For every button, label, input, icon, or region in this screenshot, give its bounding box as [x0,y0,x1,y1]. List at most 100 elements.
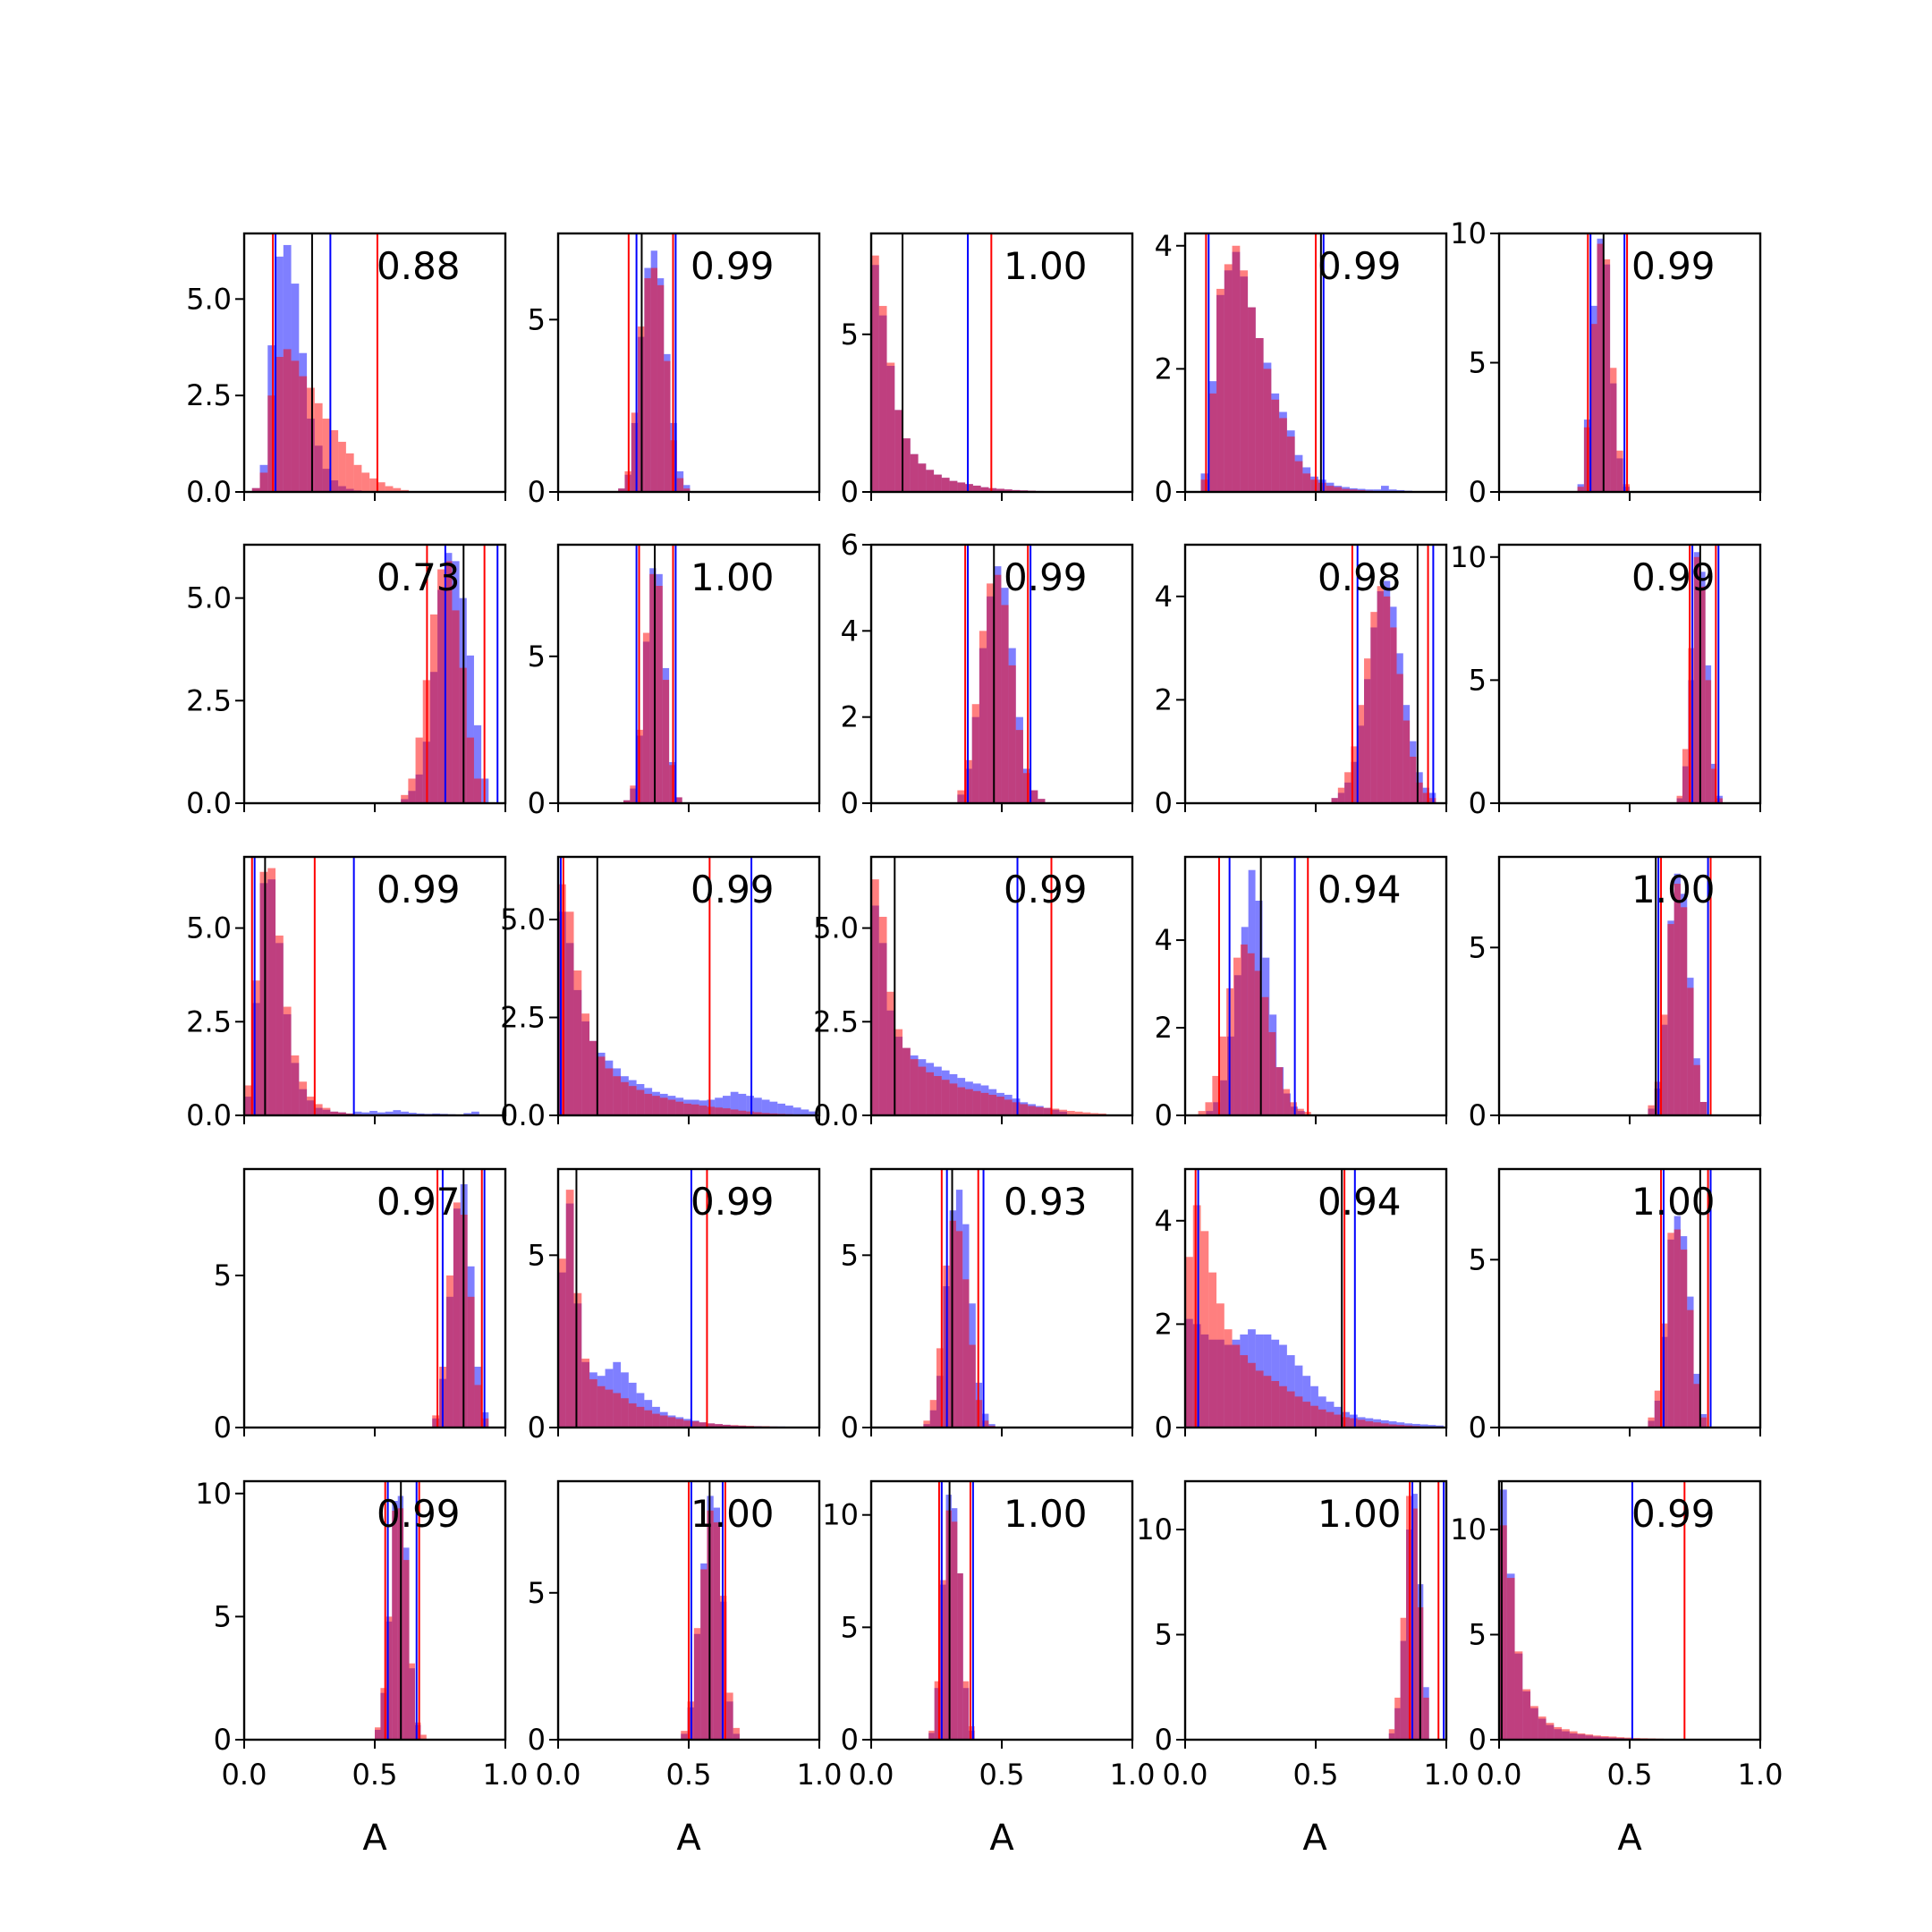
red-histogram-bar [664,360,671,492]
red-histogram-bar [886,362,895,492]
red-histogram-bar [1261,996,1269,1115]
red-histogram-bar [1349,489,1358,492]
red-histogram-bar [940,1580,946,1740]
red-histogram-bar [962,1681,970,1740]
red-histogram-bar [934,474,942,492]
red-histogram-bar [746,1111,754,1115]
red-histogram-bar [886,991,895,1115]
red-histogram-bar [1577,487,1584,492]
red-histogram-bar [726,1692,733,1740]
x-tick-label: 0.5 [666,1758,712,1792]
y-tick-label: 5.0 [500,902,546,936]
y-tick-label: 5.0 [186,282,232,316]
red-histogram-bar [565,911,574,1115]
panel-1-2: 050.99 [528,232,821,509]
panel-4-3: 050.93 [841,1167,1134,1445]
red-histogram-bar [1342,488,1350,492]
red-histogram-bar [982,1420,989,1428]
blue-histogram-bar [809,1111,818,1115]
red-histogram-bar [589,1379,597,1428]
correlation-annotation: 0.88 [377,244,461,288]
red-histogram-bar [1248,1362,1256,1428]
y-tick-label: 0 [1469,1723,1487,1757]
red-histogram-bar [1067,1110,1075,1115]
red-histogram-bar [949,1083,958,1115]
y-tick-label: 5 [1469,1242,1487,1276]
panel-5-5: 0 5 10 0.0 0.5 1.0 0.99 [1450,1479,1783,1792]
red-histogram-bar [244,1085,252,1115]
y-tick-label: 5 [841,1610,859,1644]
correlation-annotation: 0.99 [1004,868,1088,911]
red-histogram-bar [613,1076,622,1115]
blue-histogram-bar [730,1091,739,1115]
x-tick-label: 1.0 [1424,1758,1470,1792]
red-histogram-bar [361,472,370,492]
red-histogram-bar [1271,399,1280,492]
y-tick-label: 2 [1155,1011,1173,1045]
red-histogram-bar [941,478,950,492]
red-histogram-bar [420,1734,427,1740]
y-tick-label: 0 [214,1411,232,1445]
red-histogram-bar [715,1424,723,1428]
correlation-annotation: 0.99 [1631,244,1716,288]
y-tick-label: 5 [528,302,546,336]
y-tick-label: 5 [528,1238,546,1272]
y-tick-label: 0 [1155,1411,1173,1445]
red-histogram-bar [1232,245,1241,492]
correlation-annotation: 1.00 [1318,1492,1402,1536]
red-histogram-bar [957,482,966,492]
red-histogram-bar [403,1560,410,1740]
red-histogram-bar [1326,486,1335,492]
red-histogram-bar [1357,705,1365,803]
red-histogram-bar [1499,1525,1507,1740]
red-histogram-bar [283,349,292,492]
red-histogram-bar [1680,907,1688,1115]
y-tick-label: 10 [1450,540,1487,574]
y-tick-label: 10 [822,1498,859,1532]
red-histogram-bar [1200,479,1209,492]
panel-1-5: 0 5 10 0.99 [1450,216,1762,509]
red-histogram-bar [1254,970,1262,1115]
red-histogram-bar [267,868,276,1115]
red-histogram-bar [910,1059,919,1115]
red-histogram-bar [738,1110,747,1115]
red-histogram-bar [1248,307,1256,492]
red-histogram-bar [338,441,346,492]
y-tick-label: 5 [214,1258,232,1292]
red-histogram-bar [1012,1102,1021,1115]
red-histogram-bar [1240,1355,1249,1428]
y-tick-label: 2.5 [186,1004,232,1038]
red-histogram-bar [683,488,691,492]
red-histogram-bar [957,1087,966,1115]
red-histogram-bar [681,1731,688,1740]
red-histogram-bar [628,1086,637,1115]
panel-1-3: 051.00 [841,232,1134,509]
plot-area [401,545,499,803]
red-histogram-bar [1212,1075,1220,1115]
red-histogram-bar [656,585,663,803]
red-histogram-bar [621,1398,629,1428]
red-histogram-bar [409,1663,415,1740]
red-histogram-bar [613,1393,622,1428]
red-histogram-bar [1396,674,1403,803]
red-histogram-bar [1051,1108,1060,1115]
y-tick-label: 0 [528,1411,546,1445]
red-histogram-bar [1255,1370,1264,1428]
red-histogram-bar [1331,798,1338,803]
red-histogram-bar [730,1425,739,1428]
red-histogram-bar [408,778,416,803]
red-histogram-bar [972,485,981,492]
plot-area [1388,1481,1445,1740]
red-histogram-bar [466,737,474,803]
correlation-annotation: 1.00 [691,555,775,599]
red-histogram-bar [994,574,1002,803]
red-histogram-bar [951,1521,958,1740]
y-tick-label: 0 [528,786,546,820]
red-histogram-bar [589,1040,597,1115]
red-histogram-bar [1224,1329,1233,1428]
red-histogram-bar [1318,482,1326,492]
red-histogram-bar [628,1403,637,1428]
x-tick-label: 0.0 [536,1758,581,1792]
panel-2-3: 0 2 4 6 0.99 [841,528,1134,820]
red-histogram-bar [1337,787,1345,803]
